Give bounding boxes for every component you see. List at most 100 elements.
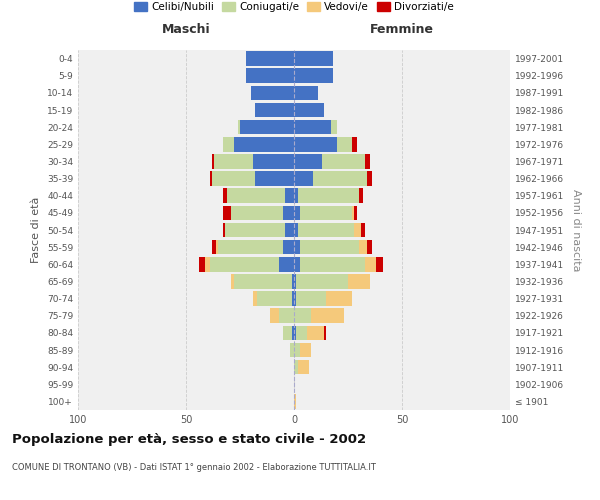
Bar — [232, 274, 233, 288]
Bar — [240, 120, 294, 134]
Bar — [296, 292, 326, 306]
Bar — [279, 257, 294, 272]
Bar — [223, 206, 232, 220]
Bar — [294, 257, 301, 272]
Bar — [292, 326, 294, 340]
Bar — [301, 342, 311, 357]
Bar — [216, 240, 218, 254]
Bar — [292, 274, 294, 288]
Bar — [294, 240, 301, 254]
Bar — [355, 222, 361, 238]
Bar — [283, 240, 294, 254]
Bar — [255, 102, 294, 118]
Bar — [294, 394, 296, 408]
Bar — [359, 240, 367, 254]
Bar — [324, 326, 326, 340]
Bar — [253, 154, 294, 168]
Bar — [247, 52, 294, 66]
Bar — [294, 102, 324, 118]
Bar — [301, 257, 365, 272]
Bar — [311, 308, 344, 323]
Bar — [294, 137, 337, 152]
Bar — [199, 257, 205, 272]
Bar — [296, 274, 348, 288]
Bar — [294, 274, 296, 288]
Legend: Celibi/Nubili, Coniugati/e, Vedovi/e, Divorziati/e: Celibi/Nubili, Coniugati/e, Vedovi/e, Di… — [130, 0, 458, 16]
Bar — [326, 292, 352, 306]
Bar — [355, 206, 356, 220]
Bar — [298, 222, 355, 238]
Bar — [313, 172, 367, 186]
Bar — [294, 120, 331, 134]
Bar — [307, 326, 324, 340]
Bar — [298, 188, 359, 203]
Y-axis label: Anni di nascita: Anni di nascita — [571, 188, 581, 271]
Bar — [212, 240, 216, 254]
Bar — [292, 292, 294, 306]
Bar — [283, 326, 292, 340]
Bar — [365, 257, 376, 272]
Bar — [233, 137, 294, 152]
Bar — [294, 188, 298, 203]
Bar — [210, 257, 279, 272]
Y-axis label: Fasce di età: Fasce di età — [31, 197, 41, 263]
Bar — [283, 206, 294, 220]
Bar — [376, 257, 383, 272]
Bar — [352, 206, 355, 220]
Bar — [225, 222, 286, 238]
Bar — [218, 240, 283, 254]
Bar — [279, 308, 294, 323]
Bar — [294, 222, 298, 238]
Bar — [294, 172, 313, 186]
Bar — [227, 188, 286, 203]
Bar — [214, 154, 253, 168]
Bar — [212, 154, 214, 168]
Bar — [251, 86, 294, 100]
Bar — [253, 292, 257, 306]
Text: Femmine: Femmine — [370, 22, 434, 36]
Text: COMUNE DI TRONTANO (VB) - Dati ISTAT 1° gennaio 2002 - Elaborazione TUTTITALIA.I: COMUNE DI TRONTANO (VB) - Dati ISTAT 1° … — [12, 463, 376, 472]
Bar — [301, 240, 359, 254]
Bar — [212, 172, 255, 186]
Bar — [290, 342, 294, 357]
Bar — [296, 326, 307, 340]
Bar — [322, 154, 365, 168]
Bar — [294, 206, 301, 220]
Bar — [238, 120, 240, 134]
Text: Maschi: Maschi — [161, 22, 211, 36]
Bar — [223, 222, 225, 238]
Bar — [223, 188, 227, 203]
Text: Popolazione per età, sesso e stato civile - 2002: Popolazione per età, sesso e stato civil… — [12, 432, 366, 446]
Bar — [361, 222, 365, 238]
Bar — [210, 172, 212, 186]
Bar — [294, 308, 311, 323]
Bar — [294, 154, 322, 168]
Bar — [286, 222, 294, 238]
Bar — [232, 206, 283, 220]
Bar — [233, 274, 292, 288]
Bar — [286, 188, 294, 203]
Bar — [367, 240, 372, 254]
Bar — [294, 52, 333, 66]
Bar — [294, 326, 296, 340]
Bar — [205, 257, 210, 272]
Bar — [298, 360, 309, 374]
Bar — [294, 68, 333, 83]
Bar — [247, 68, 294, 83]
Bar — [294, 86, 318, 100]
Bar — [270, 308, 279, 323]
Bar — [294, 360, 298, 374]
Bar — [257, 292, 292, 306]
Bar — [301, 206, 352, 220]
Bar — [365, 154, 370, 168]
Bar — [359, 188, 363, 203]
Bar — [223, 137, 233, 152]
Bar — [255, 172, 294, 186]
Bar — [294, 342, 301, 357]
Bar — [337, 137, 352, 152]
Bar — [367, 172, 372, 186]
Bar — [294, 292, 296, 306]
Bar — [352, 137, 356, 152]
Bar — [331, 120, 337, 134]
Bar — [348, 274, 370, 288]
